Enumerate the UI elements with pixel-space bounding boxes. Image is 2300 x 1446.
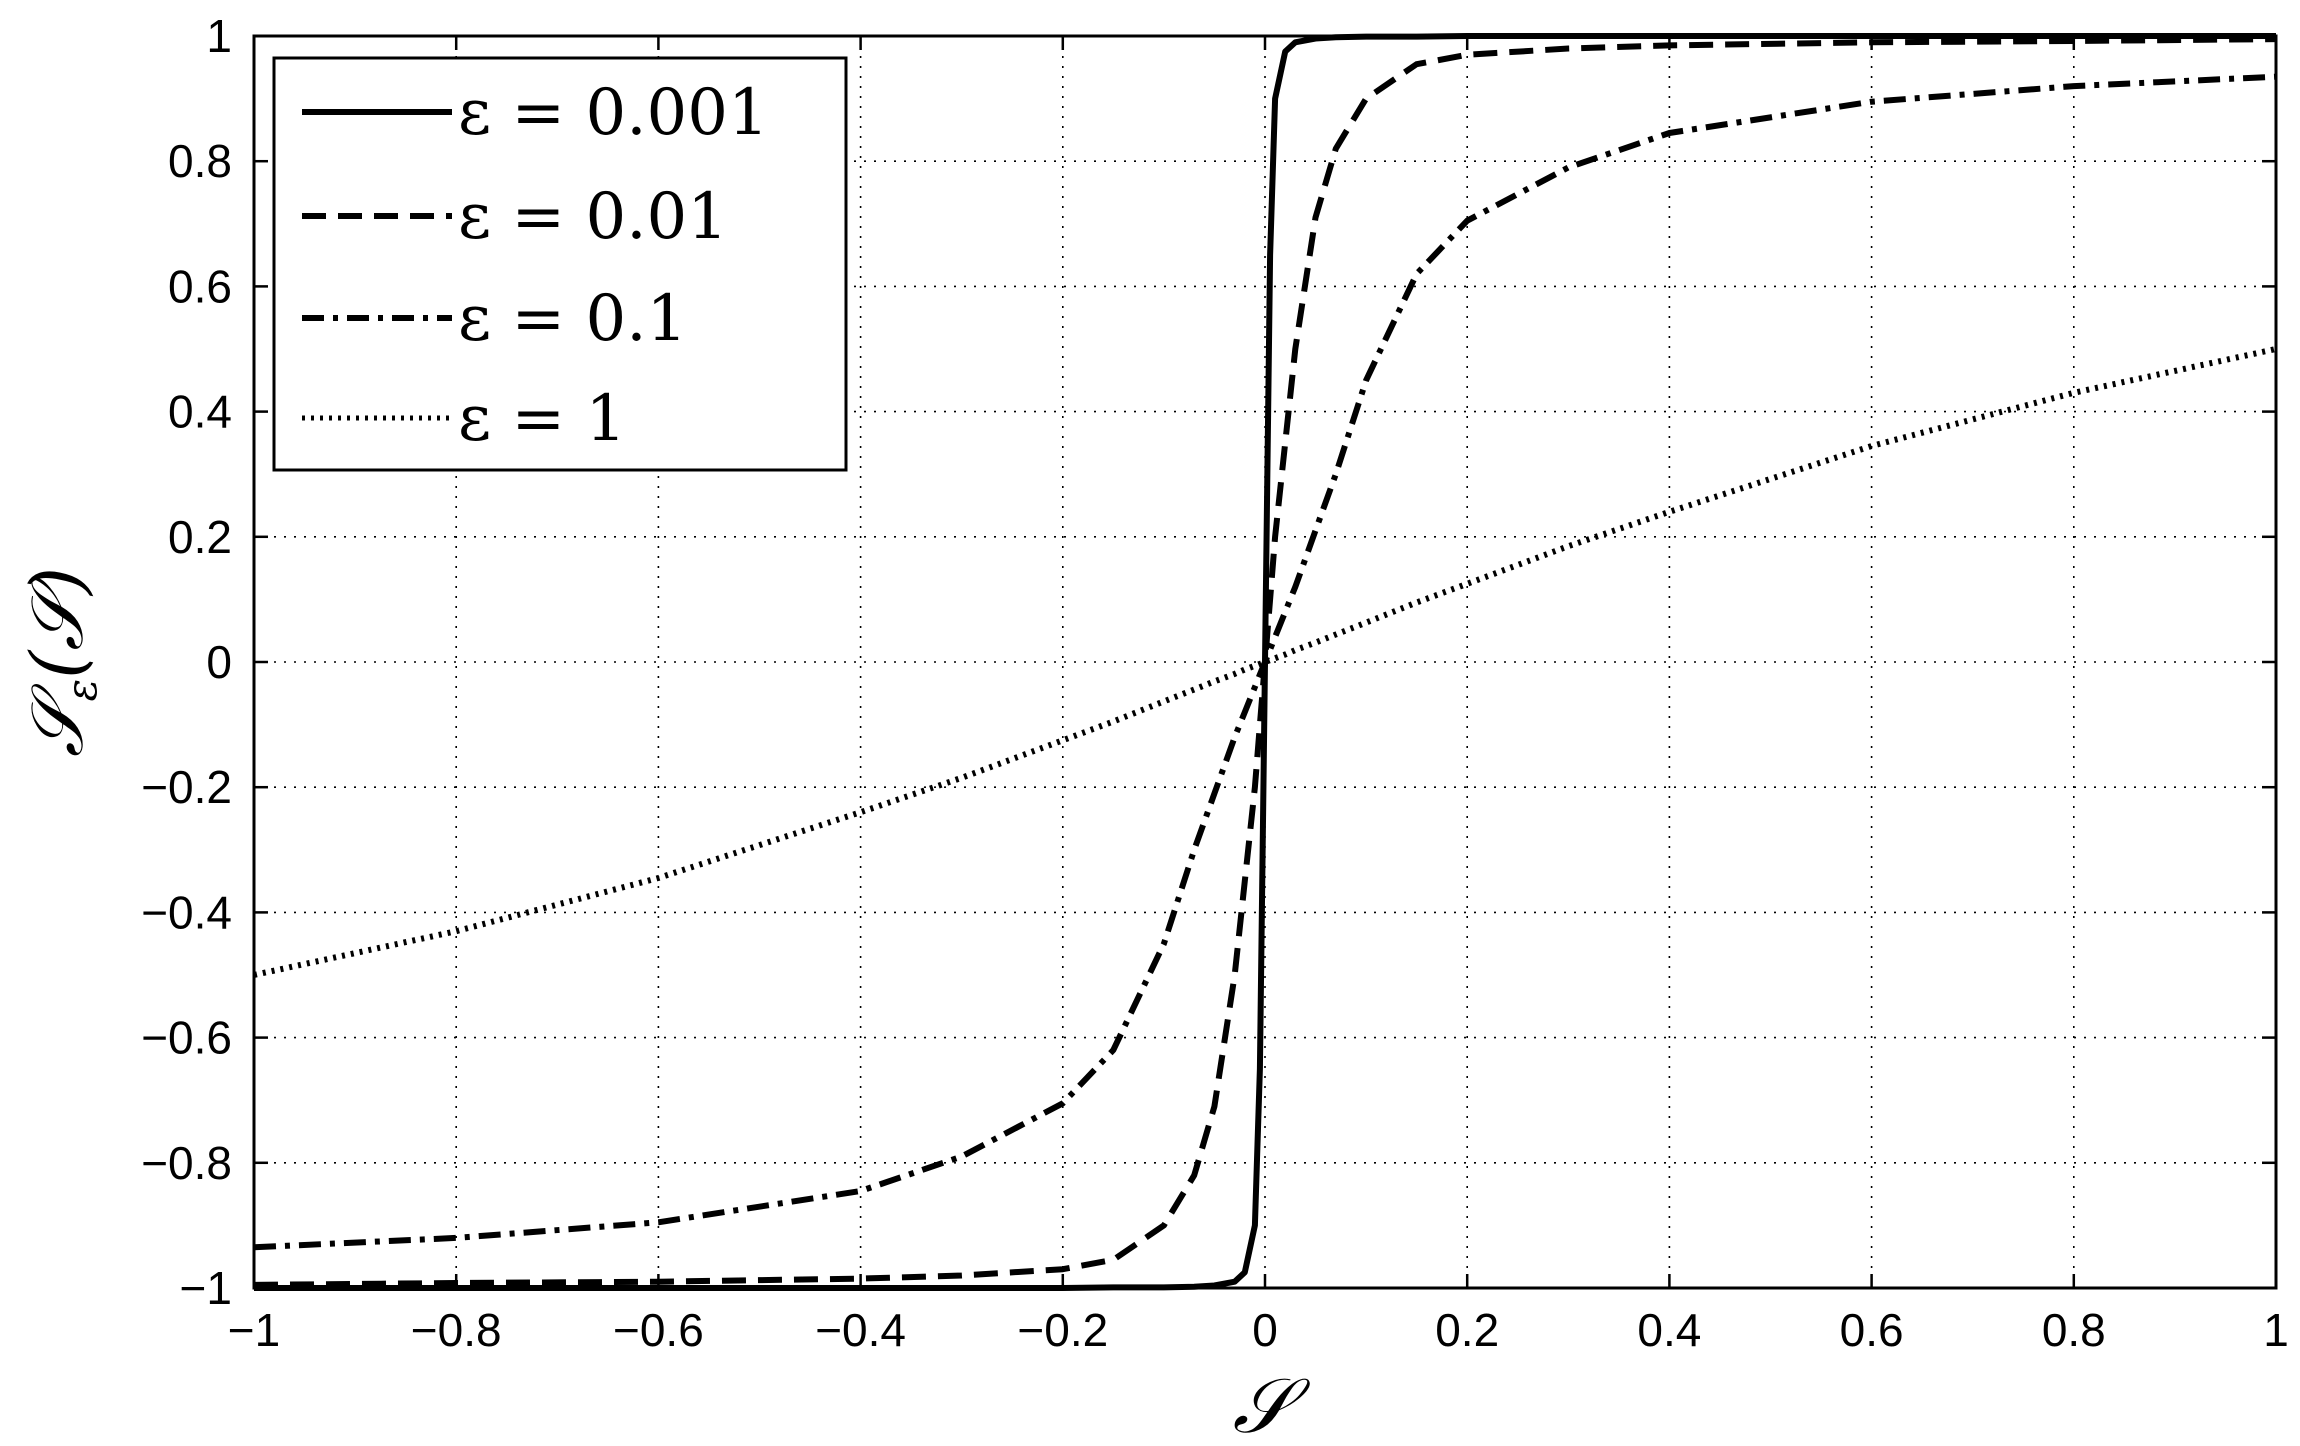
x-tick-label: 0.2 bbox=[1435, 1304, 1499, 1356]
legend-item: ε = 1 bbox=[302, 382, 626, 456]
x-tick-label: −0.2 bbox=[1017, 1304, 1108, 1356]
svg-text:𝒮ε(𝒮): 𝒮ε(𝒮) bbox=[15, 567, 106, 757]
legend-label: ε = 0.01 bbox=[458, 180, 728, 254]
x-tick-labels: −1 −0.8 −0.6 −0.4 −0.2 0 0.2 0.4 0.6 0.8 1 bbox=[228, 1304, 2289, 1356]
y-tick-label: 0.2 bbox=[168, 511, 232, 563]
legend-label: ε = 0.001 bbox=[458, 76, 769, 150]
y-axis-label: 𝒮ε(𝒮) bbox=[15, 567, 106, 757]
y-tick-label: −0.2 bbox=[141, 761, 232, 813]
y-tick-label: 1 bbox=[206, 10, 232, 62]
y-tick-label: −1 bbox=[180, 1262, 232, 1314]
legend-item: ε = 0.01 bbox=[302, 180, 728, 254]
legend-item: ε = 0.1 bbox=[302, 282, 687, 356]
legend-box bbox=[272, 56, 848, 472]
y-tick-label: 0.8 bbox=[168, 135, 232, 187]
x-tick-label: −0.4 bbox=[815, 1304, 906, 1356]
x-tick-label: −0.8 bbox=[411, 1304, 502, 1356]
legend: ε = 0.001 ε = 0.01 ε = 0.1 ε = 1 bbox=[272, 56, 848, 472]
series-line-dashdot bbox=[253, 73, 2277, 1251]
y-tick-labels: −1 −0.8 −0.6 −0.4 −0.2 0 0.2 0.4 0.6 0.8 1 bbox=[141, 10, 232, 1314]
ticks bbox=[252, 34, 2278, 1290]
x-tick-label: −0.6 bbox=[613, 1304, 704, 1356]
x-tick-label: 0 bbox=[1252, 1304, 1278, 1356]
x-tick-label: 0.8 bbox=[2042, 1304, 2106, 1356]
y-tick-label: −0.4 bbox=[141, 886, 232, 938]
x-tick-label: 0.4 bbox=[1637, 1304, 1701, 1356]
y-tick-label: 0.4 bbox=[168, 386, 232, 438]
y-tick-label: 0 bbox=[206, 636, 232, 688]
x-tick-label: 1 bbox=[2263, 1304, 2289, 1356]
legend-item: ε = 0.001 bbox=[302, 76, 769, 150]
y-tick-label: −0.6 bbox=[141, 1012, 232, 1064]
y-axis-label-arg: (𝒮) bbox=[15, 567, 99, 679]
y-axis-label-sub: ε bbox=[57, 679, 106, 702]
legend-label: ε = 1 bbox=[458, 382, 626, 456]
x-tick-label: 0.6 bbox=[1840, 1304, 1904, 1356]
x-tick-label: −1 bbox=[228, 1304, 280, 1356]
legend-label: ε = 0.1 bbox=[458, 282, 687, 356]
y-tick-label: 0.6 bbox=[168, 260, 232, 312]
y-tick-label: −0.8 bbox=[141, 1137, 232, 1189]
